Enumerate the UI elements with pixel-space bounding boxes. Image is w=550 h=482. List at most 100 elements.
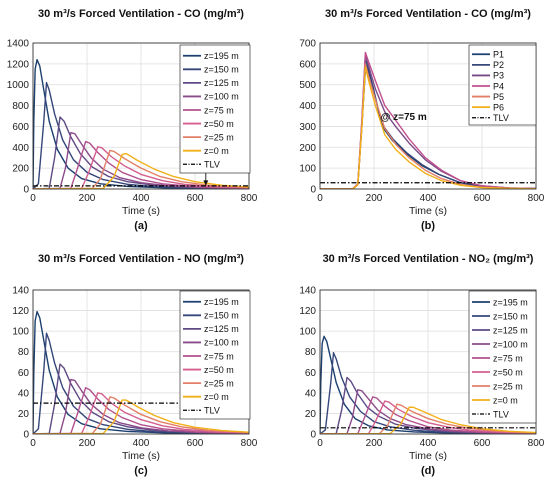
x-tick-label: 200	[366, 438, 383, 449]
series-line-p6	[320, 66, 536, 189]
legend-entry: z=195 m	[204, 297, 239, 307]
y-tick-label: 140	[299, 286, 316, 297]
legend-entry: z=75 m	[204, 105, 234, 115]
x-tick-label: 0	[30, 438, 36, 449]
legend-entry: z=125 m	[204, 78, 239, 88]
x-axis-label: Time (s)	[409, 450, 447, 462]
legend-entry: P2	[493, 60, 504, 70]
legend-entry: TLV	[204, 406, 220, 416]
panel-label: (b)	[421, 220, 435, 232]
y-tick-label: 600	[299, 59, 316, 70]
y-tick-label: 1000	[7, 80, 30, 91]
chart-panel-b: 0 200 400 600 800 0 100 200 300 400 500 600 700 30 m³…	[299, 8, 544, 232]
series-line-z-125-m	[33, 116, 249, 189]
x-tick-label: 0	[30, 193, 36, 204]
panel-label: (c)	[134, 465, 148, 477]
chart-title: 30 m³/s Forced Ventilation - CO (mg/m³)	[325, 8, 531, 20]
x-tick-label: 400	[133, 193, 150, 204]
legend-entry: z=0 m	[204, 146, 229, 156]
panel-label: (a)	[134, 220, 148, 232]
legend-entry: z=100 m	[493, 339, 528, 349]
y-tick-label: 500	[299, 80, 316, 91]
y-tick-label: 100	[12, 327, 29, 338]
series-line-z-195-m	[33, 310, 249, 434]
series-line-z-100-m	[33, 378, 249, 434]
series-group	[320, 51, 536, 189]
y-tick-label: 100	[299, 164, 316, 175]
x-tick-label: 600	[474, 193, 491, 204]
y-tick-label: 0	[23, 430, 29, 441]
y-tick-label: 80	[18, 347, 30, 358]
x-tick-label: 600	[187, 438, 204, 449]
x-axis-label: Time (s)	[122, 205, 160, 217]
series-line-z-0-m	[33, 152, 249, 189]
chart-panel-a: 0 200 400 600 800 0 200 400 600 800 1000 1200 1400 30…	[7, 8, 258, 232]
legend-entry: z=0 m	[204, 392, 229, 402]
chart-title: 30 m³/s Forced Ventilation - CO (mg/m³)	[38, 8, 244, 20]
legend-box	[179, 290, 251, 420]
y-tick-label: 100	[299, 327, 316, 338]
x-tick-label: 600	[474, 438, 491, 449]
legend-entry: z=0 m	[493, 395, 518, 405]
series-line-z-125-m	[320, 376, 536, 434]
legend-entry: P5	[493, 92, 504, 102]
legend-entry: z=75 m	[204, 351, 234, 361]
y-tick-label: 0	[310, 185, 316, 196]
chart-title: 30 m³/s Forced Ventilation - NO₂ (mg/m³)	[323, 253, 534, 265]
y-tick-label: 60	[305, 368, 317, 379]
x-tick-label: 400	[133, 438, 150, 449]
legend-entry: z=100 m	[204, 338, 239, 348]
x-tick-label: 200	[366, 193, 383, 204]
y-tick-label: 20	[18, 409, 30, 420]
legend-entry: z=150 m	[204, 65, 239, 75]
y-tick-label: 0	[310, 430, 316, 441]
series-line-z-75-m	[33, 387, 249, 434]
series-line-z-100-m	[33, 131, 249, 189]
y-tick-label: 0	[23, 185, 29, 196]
legend-entry: z=25 m	[493, 381, 523, 391]
x-tick-label: 600	[187, 193, 204, 204]
y-tick-label: 140	[12, 286, 29, 297]
chart-panel-d: 0 200 400 600 800 0 20 40 60 80 100 120 140 30 m³/s F…	[299, 253, 544, 477]
x-tick-label: 800	[528, 193, 545, 204]
legend-entry: z=25 m	[204, 378, 234, 388]
y-tick-label: 80	[305, 347, 317, 358]
series-group	[320, 335, 536, 434]
legend-entry: TLV	[493, 113, 509, 123]
legend-entry: z=125 m	[493, 325, 528, 335]
legend-entry: z=75 m	[493, 353, 523, 363]
series-line-z-125-m	[33, 363, 249, 434]
chart-title: 30 m³/s Forced Ventilation - NO (mg/m³)	[38, 253, 244, 265]
y-tick-label: 40	[305, 388, 317, 399]
y-tick-label: 300	[299, 122, 316, 133]
legend-entry: z=50 m	[204, 365, 234, 375]
series-line-z-0-m	[320, 406, 536, 434]
series-line-z-50-m	[320, 400, 536, 434]
y-tick-label: 40	[18, 388, 30, 399]
panel-label: (d)	[421, 465, 435, 477]
x-tick-label: 200	[79, 193, 96, 204]
legend-entry: P6	[493, 102, 504, 112]
series-line-z-50-m	[33, 392, 249, 434]
legend-entry: z=195 m	[204, 51, 239, 61]
y-tick-label: 60	[18, 368, 30, 379]
legend-entry: TLV	[204, 160, 220, 170]
y-tick-label: 1200	[7, 59, 30, 70]
series-line-z-100-m	[320, 389, 536, 434]
x-tick-label: 800	[241, 193, 258, 204]
legend-box	[468, 44, 537, 126]
x-tick-label: 800	[528, 438, 545, 449]
legend-entry: z=50 m	[204, 119, 234, 129]
x-tick-label: 800	[241, 438, 258, 449]
series-line-z-195-m	[33, 58, 249, 189]
series-line-z-75-m	[33, 140, 249, 189]
series-line-z-75-m	[320, 396, 536, 434]
legend-entry: z=195 m	[493, 297, 528, 307]
series-line-z-0-m	[33, 399, 249, 434]
legend-entry: z=150 m	[204, 311, 239, 321]
legend-entry: P3	[493, 71, 504, 81]
y-tick-label: 400	[12, 143, 29, 154]
series-line-z-25-m	[33, 149, 249, 189]
legend-entry: z=25 m	[204, 132, 234, 142]
series-line-z-25-m	[33, 396, 249, 434]
